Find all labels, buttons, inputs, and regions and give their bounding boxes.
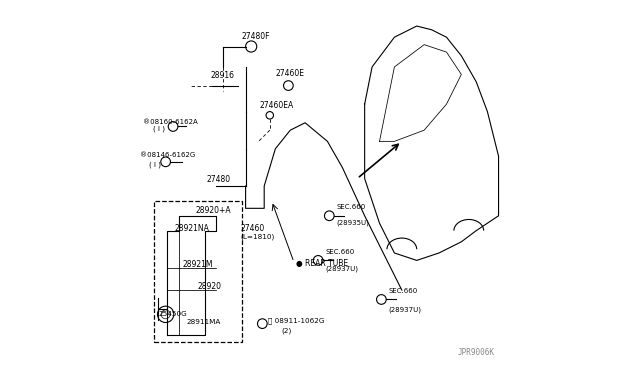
Text: 27460EA: 27460EA [260,101,294,110]
Text: Ⓝ 08911-1062G: Ⓝ 08911-1062G [268,318,324,324]
Text: SEC.660: SEC.660 [326,249,355,255]
Text: ● REAR TUBE: ● REAR TUBE [296,259,348,268]
Text: ( I ): ( I ) [149,162,161,168]
Text: (L=1810): (L=1810) [240,234,275,240]
Text: 28920: 28920 [197,282,221,291]
Text: 27480: 27480 [207,175,230,184]
Text: ( I ): ( I ) [152,126,164,132]
Text: 28920+A: 28920+A [195,206,231,215]
Text: 28921M: 28921M [182,260,213,269]
Text: 28921NA: 28921NA [175,224,210,233]
Text: ®08160-6162A: ®08160-6162A [143,119,198,125]
Text: ®08146-6162G: ®08146-6162G [140,152,195,158]
Text: JPR9006K: JPR9006K [458,348,495,357]
Text: 25450G: 25450G [158,311,187,317]
Text: (2): (2) [281,327,291,334]
Text: SEC.660: SEC.660 [389,288,418,294]
Text: (28935U): (28935U) [337,219,370,226]
Bar [154,201,242,342]
Text: 28911MA: 28911MA [186,319,220,325]
Text: SEC.660: SEC.660 [337,204,366,210]
Text: 28916: 28916 [211,71,234,80]
Text: 27480F: 27480F [242,32,270,41]
Text: (28937U): (28937U) [326,266,358,272]
Text: 27460E: 27460E [275,69,305,78]
Text: (28937U): (28937U) [389,307,422,313]
Text: 27460: 27460 [240,224,264,232]
